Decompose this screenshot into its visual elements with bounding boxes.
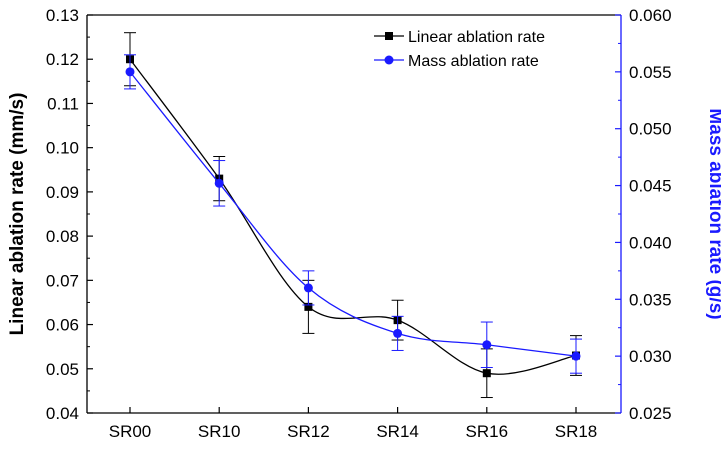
legend-marker-square (385, 32, 393, 40)
y-left-axis-title: Linear ablation rate (mm/s) (7, 93, 28, 336)
y-left-tick-label: 0.04 (46, 404, 79, 423)
y-left-tick-label: 0.10 (46, 139, 79, 158)
y-right-tick-label: 0.060 (629, 6, 672, 25)
data-point-square (482, 369, 491, 378)
data-point-circle (482, 340, 492, 350)
y-left-tick-label: 0.09 (46, 183, 79, 202)
y-left-tick-label: 0.06 (46, 316, 79, 335)
series-linear-ablation-rate (124, 32, 582, 399)
y-right-tick-label: 0.030 (629, 347, 672, 366)
series-mass-ablation-rate (124, 54, 582, 374)
y-left-tick-label: 0.11 (47, 94, 79, 113)
x-tick-label: SR10 (198, 422, 241, 441)
legend-marker-circle (384, 55, 394, 65)
data-point-circle (571, 351, 581, 361)
x-tick-label: SR14 (376, 422, 419, 441)
x-tick-label: SR18 (555, 422, 598, 441)
y-right-tick-label: 0.050 (629, 120, 672, 139)
y-right-tick-label: 0.055 (629, 63, 672, 82)
x-tick-label: SR00 (109, 422, 152, 441)
y-left-tick-label: 0.07 (46, 271, 79, 290)
y-left-tick-label: 0.12 (46, 50, 79, 69)
y-right-axis-title: Mass ablation rate (g/s) (705, 108, 721, 319)
y-right-tick-label: 0.040 (629, 233, 672, 252)
x-tick-label: SR16 (466, 422, 509, 441)
series-line (129, 71, 577, 357)
legend: Linear ablation rate Mass ablation rate (374, 29, 545, 70)
y-right-tick-label: 0.045 (629, 177, 672, 196)
x-tick-label: SR12 (287, 422, 330, 441)
y-right-tick-label: 0.035 (629, 290, 672, 309)
data-point-circle (125, 67, 135, 77)
y-left-tick-label: 0.13 (46, 6, 79, 25)
y-left-tick-label: 0.05 (46, 360, 79, 379)
data-point-square (304, 302, 313, 311)
legend-label: Linear ablation rate (408, 29, 545, 46)
series-line (129, 58, 577, 375)
y-right-tick-label: 0.025 (629, 404, 672, 423)
data-point-circle (214, 178, 224, 188)
legend-label: Mass ablation rate (408, 53, 539, 70)
data-point-circle (393, 328, 403, 338)
data-point-circle (303, 283, 313, 293)
y-left-tick-label: 0.08 (46, 227, 79, 246)
